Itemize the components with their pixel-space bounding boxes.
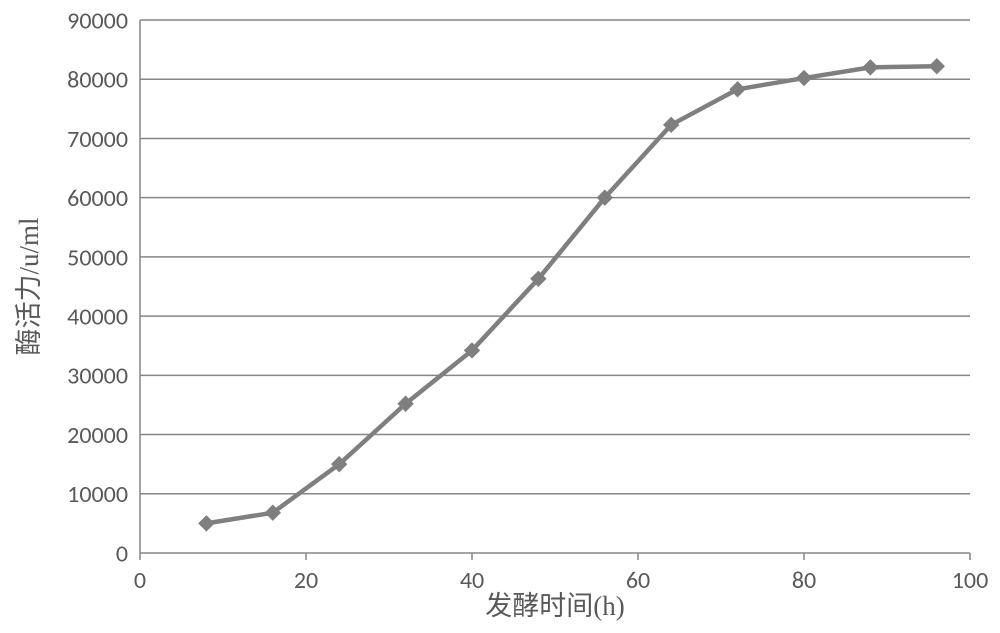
y-tick-label: 70000 bbox=[67, 125, 128, 154]
y-tick-label: 80000 bbox=[67, 66, 128, 95]
x-tick-label: 20 bbox=[294, 566, 318, 595]
y-axis-title: 酶活力/u/ml bbox=[14, 217, 44, 355]
y-tick-label: 40000 bbox=[67, 303, 128, 332]
x-axis-title: 发酵时间(h) bbox=[485, 591, 624, 621]
y-tick-label: 60000 bbox=[67, 184, 128, 213]
enzyme-activity-chart: 0 20 40 60 80 100 0 10000 20000 30000 40000 50000 60… bbox=[0, 0, 1000, 633]
y-tick-label: 0 bbox=[116, 539, 128, 568]
y-tick-label: 30000 bbox=[67, 362, 128, 391]
x-tick-label: 40 bbox=[460, 566, 484, 595]
y-tick-label: 50000 bbox=[67, 243, 128, 272]
chart-svg: 0 20 40 60 80 100 0 10000 20000 30000 40000 50000 60… bbox=[0, 0, 1000, 633]
x-tick-label: 0 bbox=[134, 566, 146, 595]
y-tick-label: 90000 bbox=[67, 6, 128, 35]
x-tick-label: 60 bbox=[626, 566, 650, 595]
y-tick-label: 10000 bbox=[67, 480, 128, 509]
x-tick-label: 80 bbox=[792, 566, 816, 595]
x-tick-label: 100 bbox=[952, 566, 989, 595]
y-tick-label: 20000 bbox=[67, 421, 128, 450]
